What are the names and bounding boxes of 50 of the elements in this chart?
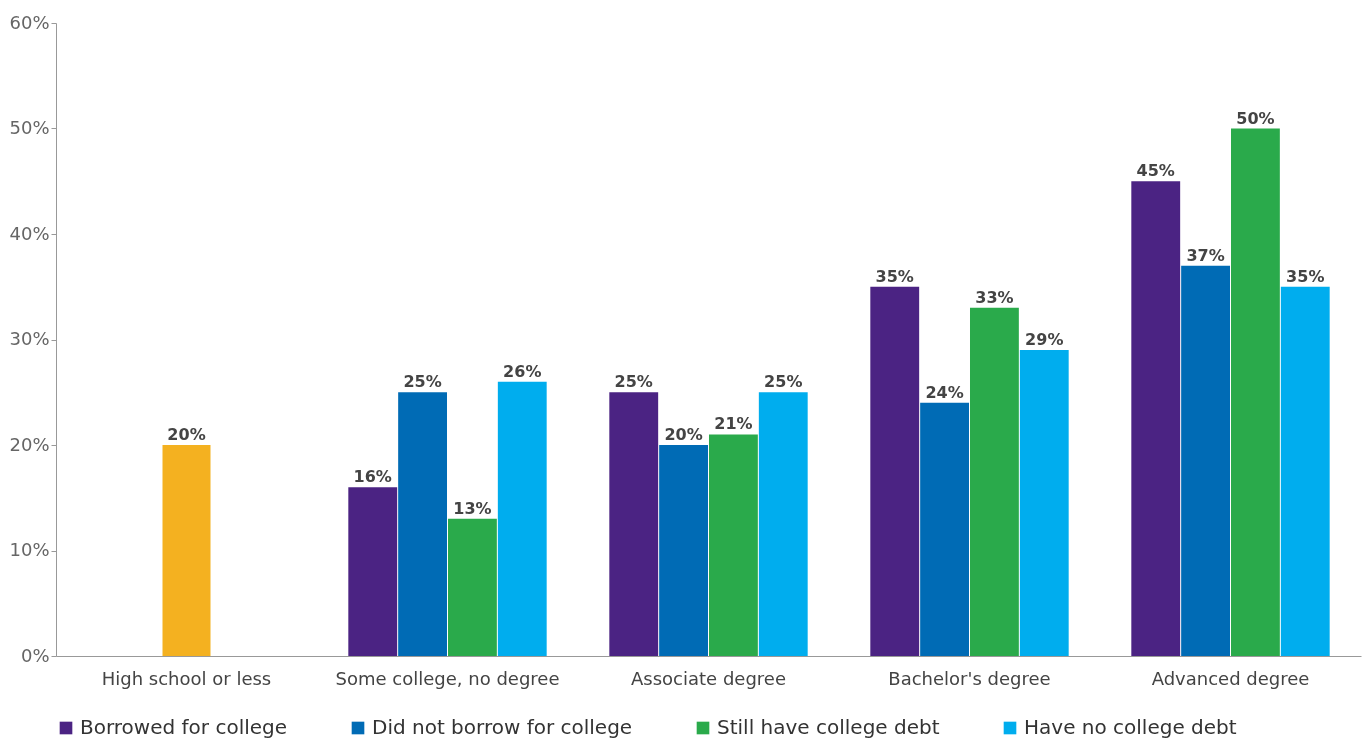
data-label: 25% [403,372,442,392]
data-label: 33% [975,287,1014,307]
x-tick-label: Advanced degree [1151,667,1310,689]
data-label: 29% [1025,330,1064,350]
data-label: 45% [1136,161,1175,181]
bar [758,392,808,656]
bar [709,434,758,656]
data-label: 13% [453,498,492,518]
data-label: 37% [1186,245,1225,265]
bar [162,445,211,656]
bar [1019,350,1069,656]
bar [348,487,398,656]
data-label: 20% [167,425,206,444]
x-tick-label: Associate degree [631,667,786,689]
x-tick-label: High school or less [101,667,272,689]
data-label: 24% [925,382,964,402]
bar [398,392,447,656]
x-tick-label: Bachelor's degree [888,667,1051,689]
bar [497,381,547,656]
x-tick-label: Some college, no degree [335,667,560,689]
legend-label: Borrowed for college [80,715,288,739]
legend-label: Still have college debt [717,715,940,739]
data-label: 35% [875,266,914,286]
bar [1231,128,1280,656]
bar [920,402,969,656]
data-label: 20% [664,425,703,444]
y-tick-label: 50% [9,117,50,138]
bar [1181,265,1230,656]
data-label: 25% [764,372,803,392]
data-label: 50% [1236,108,1275,128]
y-tick-label: 20% [9,433,50,455]
data-label: 16% [353,467,392,487]
y-tick-label: 30% [9,328,50,349]
legend-label: Did not borrow for college [372,715,633,739]
bar [970,307,1019,656]
y-tick-label: 10% [9,539,50,560]
bar [448,518,497,656]
data-label: 26% [503,361,542,381]
bar [609,392,659,656]
bar [1280,286,1330,656]
data-label: 25% [614,372,653,392]
bar [659,445,708,656]
bar [870,286,920,656]
data-label: 21% [714,414,753,434]
data-label: 35% [1286,266,1325,286]
y-tick-label: 0% [20,644,50,666]
legend-label: Have no college debt [1024,715,1237,739]
y-tick-label: 60% [9,11,50,33]
y-tick-label: 40% [9,222,50,244]
bar [1131,181,1181,656]
